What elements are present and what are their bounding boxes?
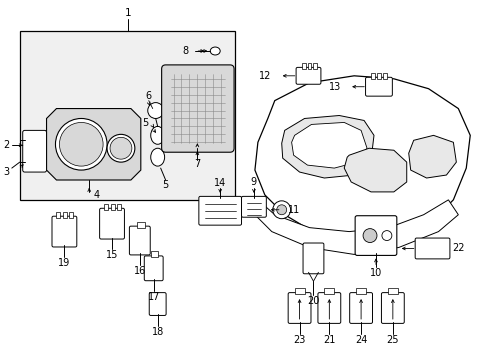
Text: 2: 2 [3,140,10,150]
Polygon shape [281,116,373,178]
Ellipse shape [272,201,290,219]
Text: 15: 15 [105,251,118,260]
Text: 23: 23 [293,335,305,345]
Bar [355,288,366,294]
Text: 17: 17 [147,292,160,302]
Polygon shape [291,122,366,168]
FancyBboxPatch shape [287,293,310,323]
Bar [313,63,317,69]
FancyBboxPatch shape [354,216,396,255]
FancyBboxPatch shape [303,243,323,274]
Polygon shape [254,200,457,255]
Bar [137,222,144,228]
Text: 5: 5 [162,180,168,190]
Bar [301,63,305,69]
Polygon shape [344,148,406,192]
Text: 6: 6 [145,91,151,101]
Ellipse shape [60,122,103,166]
Ellipse shape [110,137,132,159]
Text: 12: 12 [259,71,271,81]
Text: 9: 9 [250,177,257,187]
FancyBboxPatch shape [365,77,391,96]
Ellipse shape [147,103,163,118]
Bar [69,212,73,218]
FancyBboxPatch shape [52,216,77,247]
Polygon shape [254,76,469,238]
FancyBboxPatch shape [414,238,449,259]
Bar [150,251,157,257]
FancyBboxPatch shape [144,256,163,281]
Text: 4: 4 [93,190,99,200]
Text: 24: 24 [354,335,366,345]
FancyBboxPatch shape [296,67,320,84]
Ellipse shape [55,118,107,170]
Bar [382,73,386,79]
FancyBboxPatch shape [129,226,150,255]
Text: 25: 25 [386,335,398,345]
FancyBboxPatch shape [162,65,234,152]
Ellipse shape [107,134,135,162]
Bar [104,204,108,210]
FancyBboxPatch shape [241,196,266,217]
Bar [20,31,235,200]
Ellipse shape [276,205,286,215]
Bar [370,73,374,79]
Bar [294,288,304,294]
Polygon shape [408,135,455,178]
Bar [387,288,397,294]
FancyBboxPatch shape [100,208,124,239]
FancyBboxPatch shape [349,293,372,323]
Text: 11: 11 [287,205,299,215]
Text: 7: 7 [194,159,200,169]
Text: 10: 10 [369,268,381,278]
Text: 1: 1 [124,8,131,18]
Ellipse shape [381,231,391,240]
Text: 19: 19 [58,258,70,268]
FancyBboxPatch shape [22,130,46,172]
Text: 13: 13 [328,82,341,92]
Text: 3: 3 [4,167,10,177]
Text: 20: 20 [306,296,319,306]
Text: 5: 5 [142,118,148,129]
Text: 14: 14 [214,178,226,188]
Text: 21: 21 [323,335,335,345]
Text: 16: 16 [133,266,145,276]
Ellipse shape [362,229,376,243]
Polygon shape [46,109,141,180]
Text: 22: 22 [451,243,464,253]
Text: 18: 18 [151,327,163,337]
Bar [56,212,61,218]
Bar [117,204,121,210]
Ellipse shape [150,126,164,144]
Ellipse shape [150,148,164,166]
Ellipse shape [210,47,220,55]
Bar [63,212,67,218]
FancyBboxPatch shape [149,293,166,315]
Bar [376,73,380,79]
Text: 8: 8 [182,46,188,56]
FancyBboxPatch shape [381,293,404,323]
Bar [307,63,311,69]
Bar [111,204,115,210]
FancyBboxPatch shape [199,196,241,225]
FancyBboxPatch shape [317,293,340,323]
Bar [324,288,334,294]
